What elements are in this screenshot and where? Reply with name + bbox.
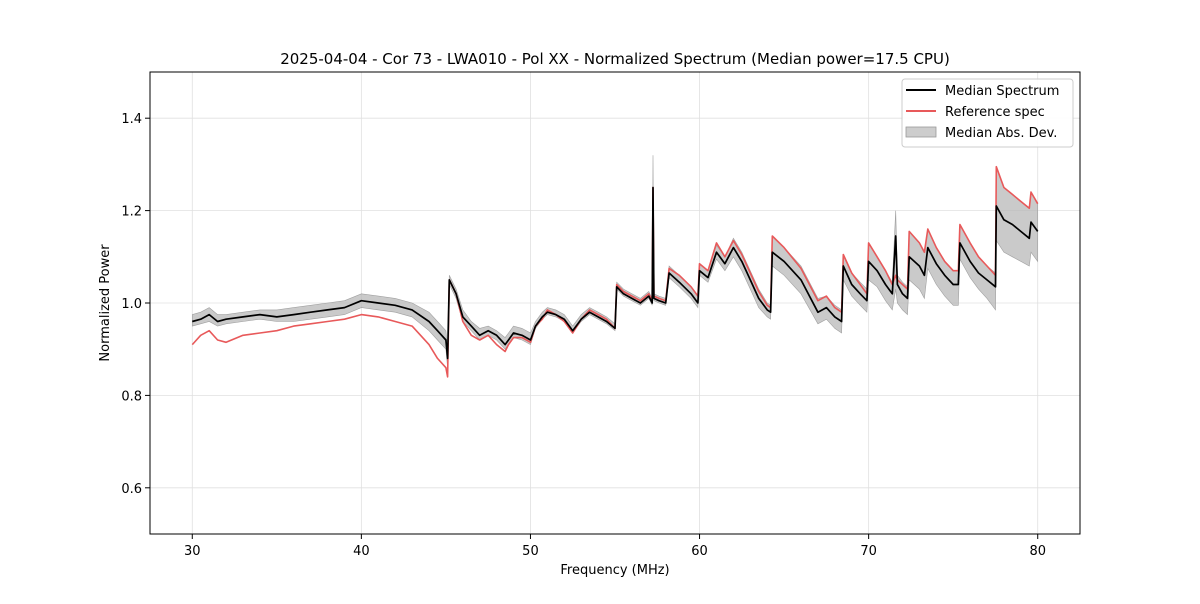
- y-axis-ticks: 0.6 0.8 1.0 1.2 1.4: [121, 112, 150, 497]
- chart-title: 2025-04-04 - Cor 73 - LWA010 - Pol XX - …: [280, 50, 950, 68]
- y-tick-label: 1.2: [121, 205, 142, 220]
- x-axis-ticks: 30 40 50 60 70 80: [184, 534, 1046, 559]
- x-tick-label: 60: [691, 544, 708, 559]
- x-tick-label: 30: [184, 544, 201, 559]
- x-tick-label: 40: [353, 544, 370, 559]
- x-tick-label: 50: [522, 544, 539, 559]
- legend: Median Spectrum Reference spec Median Ab…: [901, 78, 1074, 148]
- y-axis-label: Normalized Power: [98, 244, 113, 362]
- median-layer: [192, 186, 1039, 360]
- mad-band-layer: [192, 155, 1038, 368]
- y-tick-label: 1.4: [121, 112, 142, 127]
- x-tick-label: 80: [1029, 544, 1046, 559]
- legend-reference-label: Reference spec: [945, 105, 1045, 120]
- median-spectrum-line: [192, 186, 1039, 360]
- y-tick-label: 1.0: [121, 297, 142, 312]
- y-tick-label: 0.8: [121, 389, 142, 404]
- y-tick-label: 0.6: [121, 482, 142, 497]
- x-axis-label: Frequency (MHz): [560, 563, 669, 578]
- legend-mad-swatch: [905, 126, 937, 138]
- x-tick-label: 70: [860, 544, 877, 559]
- legend-box: [901, 78, 1074, 148]
- legend-mad-label: Median Abs. Dev.: [945, 126, 1057, 141]
- mad-band: [192, 155, 1038, 368]
- legend-median-label: Median Spectrum: [945, 84, 1059, 99]
